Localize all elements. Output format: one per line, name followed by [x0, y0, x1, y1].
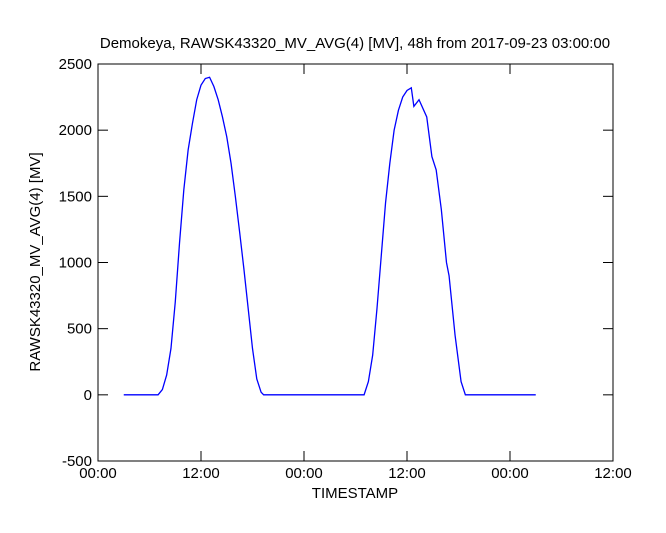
plot-frame: [97, 63, 614, 462]
y-tick-label: 2500: [59, 56, 92, 73]
y-tick-label: 500: [67, 321, 92, 338]
x-tick-label: 00:00: [491, 465, 529, 482]
y-tick-label: -500: [62, 453, 92, 470]
y-tick-label: 2000: [59, 122, 92, 139]
x-tick-label: 12:00: [388, 465, 426, 482]
x-tick-label: 00:00: [79, 465, 117, 482]
x-tick-label: 12:00: [182, 465, 220, 482]
data-line: [123, 76, 536, 396]
x-axis-label: TIMESTAMP: [312, 485, 398, 502]
chart-title: Demokeya, RAWSK43320_MV_AVG(4) [MV], 48h…: [100, 35, 610, 52]
y-tick-label: 0: [84, 387, 92, 404]
y-tick-label: 1000: [59, 255, 92, 272]
y-axis-label: RAWSK43320_MV_AVG(4) [MV]: [27, 152, 44, 371]
x-tick-label: 12:00: [594, 465, 632, 482]
x-tick-label: 00:00: [285, 465, 323, 482]
y-tick-label: 1500: [59, 188, 92, 205]
